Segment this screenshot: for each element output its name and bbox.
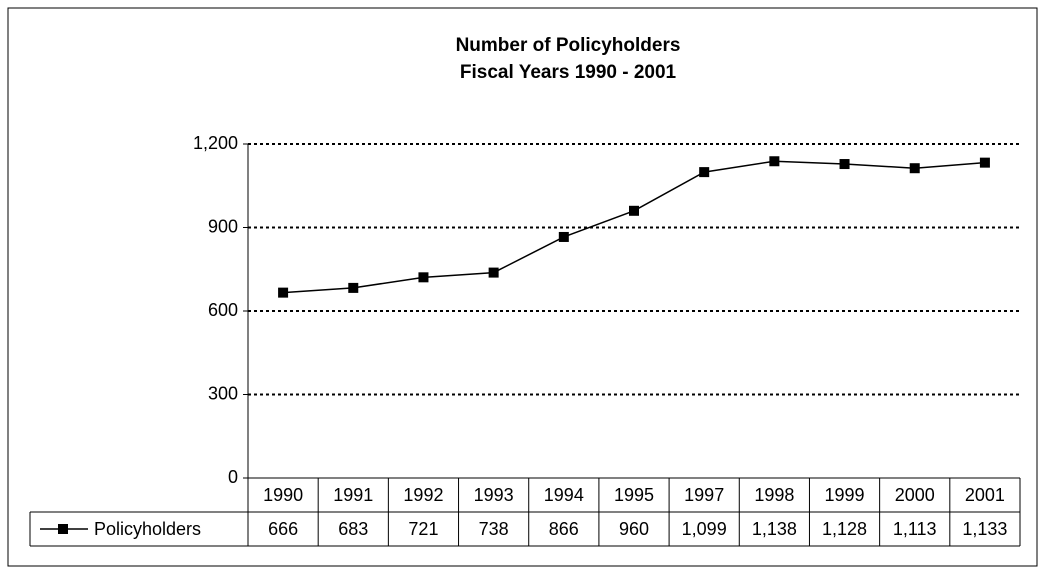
data-table-value: 666 [268, 519, 298, 539]
point-marker [699, 167, 710, 178]
point-marker [909, 163, 920, 174]
x-tick-label: 1994 [544, 485, 584, 505]
data-table-value: 1,128 [822, 519, 867, 539]
y-tick-label: 0 [228, 467, 238, 487]
data-table-value: 1,133 [962, 519, 1007, 539]
point-marker [979, 157, 990, 168]
data-table-value: 1,138 [752, 519, 797, 539]
y-tick-label: 600 [208, 300, 238, 320]
x-tick-label: 1993 [474, 485, 514, 505]
x-tick-label: 2001 [965, 485, 1005, 505]
x-tick-label: 2000 [895, 485, 935, 505]
data-table-value: 1,099 [682, 519, 727, 539]
data-table-value: 960 [619, 519, 649, 539]
legend-marker [58, 524, 68, 534]
y-tick-label: 300 [208, 383, 238, 403]
data-table-value: 721 [408, 519, 438, 539]
legend-label: Policyholders [94, 519, 201, 539]
data-table-value: 1,113 [893, 519, 937, 539]
data-table-value: 683 [338, 519, 368, 539]
chart-border [7, 7, 1038, 567]
x-tick-label: 1998 [754, 485, 794, 505]
data-table-value: 866 [549, 519, 579, 539]
point-marker [839, 159, 850, 170]
y-tick-label: 900 [208, 216, 238, 236]
chart-subtitle: Fiscal Years 1990 - 2001 [460, 62, 677, 83]
x-tick-label: 1992 [403, 485, 443, 505]
point-marker [278, 287, 289, 298]
x-tick-label: 1997 [684, 485, 724, 505]
x-tick-label: 1995 [614, 485, 654, 505]
x-tick-label: 1991 [333, 485, 373, 505]
x-tick-label: 1990 [263, 485, 303, 505]
y-tick-label: 1,200 [193, 133, 238, 153]
chart-title: Number of Policyholders [456, 35, 681, 56]
point-marker [418, 272, 429, 283]
point-marker [488, 267, 499, 278]
point-marker [348, 282, 359, 293]
point-marker [558, 231, 569, 242]
point-marker [629, 205, 639, 216]
data-table-value: 738 [479, 519, 509, 539]
x-tick-label: 1999 [825, 485, 865, 505]
point-marker [769, 156, 780, 167]
